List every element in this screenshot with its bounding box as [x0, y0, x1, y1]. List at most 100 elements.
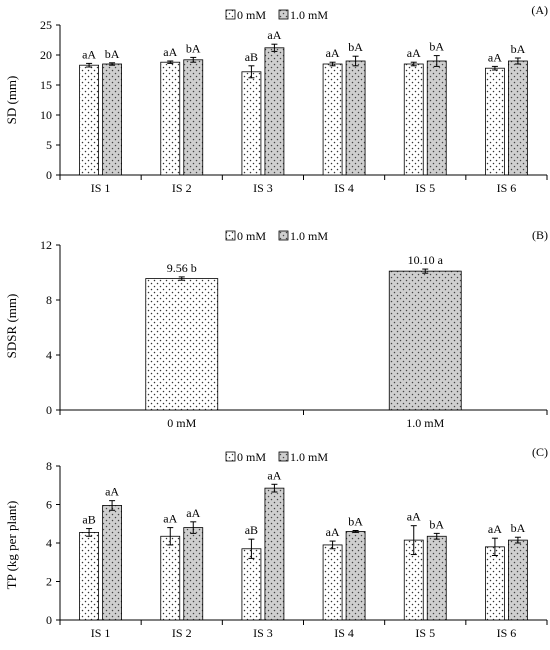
bar: [79, 64, 99, 176]
data-label: bA: [429, 517, 444, 531]
bar: [345, 60, 366, 176]
y-tick-label: 0: [46, 168, 52, 182]
data-label: aA: [488, 50, 502, 64]
bar: [485, 67, 505, 176]
panel-c-legend: 0 mM 1.0 mM: [225, 450, 328, 464]
x-tick-label: IS 1: [91, 181, 111, 195]
x-tick-label: 1.0 mM: [406, 416, 444, 430]
bar: [322, 63, 343, 176]
legend-label-0mm: 0 mM: [237, 8, 266, 22]
bar: [508, 60, 528, 176]
data-label: aA: [326, 46, 340, 60]
data-label: aA: [82, 47, 96, 61]
bar: [145, 278, 219, 411]
bar: [183, 527, 204, 621]
panel-a-ylabel: SD (mm): [4, 76, 19, 125]
y-tick-label: 0: [46, 403, 52, 417]
bar: [102, 505, 122, 621]
y-tick-label: 10: [40, 108, 52, 122]
bar: [241, 71, 262, 176]
y-tick-label: 0: [46, 613, 52, 627]
data-label: aB: [245, 523, 258, 537]
bar: [160, 61, 181, 176]
data-label: aA: [186, 506, 200, 520]
bar: [102, 63, 122, 176]
legend-swatch-0mm: [225, 9, 236, 20]
x-tick-label: IS 1: [91, 626, 111, 640]
y-tick-label: 2: [46, 575, 52, 589]
panel-c: (C) 0 mM 1.0 mM TP (kg per plant) 0 2 4 6 8 I…: [4, 445, 548, 640]
data-label: aA: [267, 28, 281, 42]
data-label: bA: [348, 40, 363, 54]
data-label: aA: [407, 46, 421, 60]
data-label: bA: [511, 521, 526, 535]
data-label: 9.56 b: [167, 261, 197, 275]
bar: [508, 539, 528, 621]
panel-b: (B) 0 mM 1.0 mM SDSR (mm) 0 4 8 12 0 mM 1.0 m…: [4, 228, 548, 430]
x-tick-label: IS 6: [497, 181, 517, 195]
x-tick-label: IS 5: [415, 626, 435, 640]
bar: [264, 47, 285, 176]
y-tick-label: 12: [40, 238, 52, 252]
y-tick-label: 4: [46, 348, 52, 362]
x-tick-label: IS 4: [334, 181, 354, 195]
bar: [388, 270, 462, 411]
legend-label-0mm: 0 mM: [237, 229, 266, 243]
legend-label-1mm: 1.0 mM: [290, 450, 328, 464]
data-label: aA: [488, 522, 502, 536]
x-tick-label: IS 3: [253, 181, 273, 195]
bar: [345, 531, 366, 621]
legend-label-1mm: 1.0 mM: [290, 8, 328, 22]
bar: [426, 535, 447, 621]
panel-a-plot: 0 5 10 15 20 25 IS 1 IS 2 IS 3 IS 4 IS 5 IS 6 aA aA aB…: [40, 18, 548, 195]
data-label: aB: [82, 513, 95, 527]
y-tick-label: 8: [46, 459, 52, 473]
legend-swatch-0mm: [225, 230, 236, 241]
data-label: aA: [105, 485, 119, 499]
data-label: aA: [163, 512, 177, 526]
x-tick-label: IS 3: [253, 626, 273, 640]
data-label: aA: [163, 45, 177, 59]
y-tick-label: 4: [46, 536, 52, 550]
x-tick-label: IS 5: [415, 181, 435, 195]
legend-swatch-1mm: [278, 9, 289, 20]
bar: [485, 546, 505, 621]
bar: [403, 63, 424, 176]
panel-b-tag: (B): [532, 228, 548, 242]
panel-c-plot: 0 2 4 6 8 IS 1 IS 2 IS 3 IS 4 IS 5 IS 6 aB aA aB aA aA a…: [46, 459, 548, 640]
panel-b-ylabel: SDSR (mm): [4, 294, 19, 359]
y-tick-label: 20: [40, 48, 52, 62]
panel-a-tag: (A): [531, 3, 548, 17]
data-label: bA: [186, 41, 201, 55]
panel-b-plot: 0 4 8 12 0 mM 1.0 mM 9.56 b 10.10 a: [40, 238, 548, 430]
x-tick-label: IS 2: [172, 626, 192, 640]
panel-a-legend: 0 mM 1.0 mM: [225, 8, 328, 22]
legend-swatch-0mm: [225, 451, 236, 462]
x-tick-label: 0 mM: [167, 416, 196, 430]
y-tick-label: 5: [46, 138, 52, 152]
legend-swatch-1mm: [278, 451, 289, 462]
data-label: bA: [105, 47, 120, 61]
data-label: aA: [326, 525, 340, 539]
data-label: aB: [245, 50, 258, 64]
y-tick-label: 8: [46, 293, 52, 307]
bar: [160, 535, 181, 621]
x-tick-label: IS 4: [334, 626, 354, 640]
panel-c-ylabel: TP (kg per plant): [4, 501, 19, 590]
legend-swatch-1mm: [278, 230, 289, 241]
panel-a: (A) 0 mM 1.0 mM SD (mm) 0 5 10 15 20 25 IS 1 IS…: [4, 3, 548, 195]
bar: [426, 60, 447, 176]
panel-c-tag: (C): [532, 445, 548, 459]
data-label: 10.10 a: [408, 253, 444, 267]
y-tick-label: 15: [40, 78, 52, 92]
data-label: aA: [267, 468, 281, 482]
x-tick-label: IS 2: [172, 181, 192, 195]
data-label: bA: [348, 514, 363, 528]
data-label: bA: [511, 42, 526, 56]
bar: [241, 548, 262, 621]
bar: [183, 59, 204, 176]
bar: [322, 544, 343, 621]
data-label: aA: [407, 510, 421, 524]
y-tick-label: 6: [46, 498, 52, 512]
